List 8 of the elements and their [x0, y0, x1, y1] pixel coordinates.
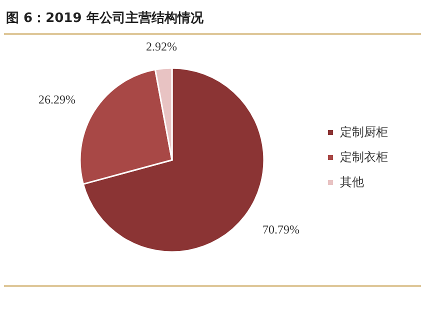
legend-label: 其他: [340, 175, 364, 189]
legend-label: 定制厨柜: [340, 125, 388, 139]
data-label: 26.29%: [38, 92, 76, 106]
data-label: 2.92%: [146, 39, 178, 54]
legend-label: 定制衣柜: [340, 150, 388, 164]
pie-slice: [82, 67, 265, 253]
chart-title: 图 6：2019 年公司主营结构情况: [6, 10, 204, 26]
data-label: 70.79%: [262, 222, 300, 236]
